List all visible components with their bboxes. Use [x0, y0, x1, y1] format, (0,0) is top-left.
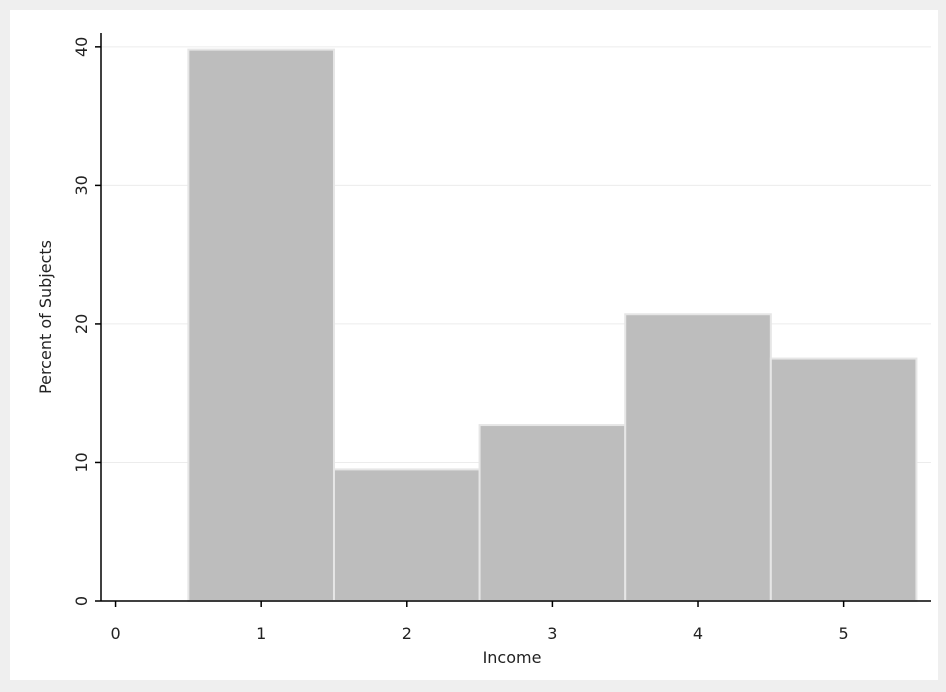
y-tick-label-40: 40 — [72, 37, 91, 57]
y-tick-label-0: 0 — [72, 596, 91, 606]
x-tick-label-0: 0 — [110, 624, 120, 643]
x-tick-label-4: 4 — [693, 624, 703, 643]
y-tick-label-10: 10 — [72, 452, 91, 472]
x-tick-label-3: 3 — [547, 624, 557, 643]
y-ticks: 0 10 20 30 40 — [72, 37, 101, 606]
bar-4 — [624, 313, 772, 602]
y-tick-label-20: 20 — [72, 314, 91, 334]
x-ticks: 0 1 2 3 4 5 — [110, 601, 849, 643]
x-tick-label-1: 1 — [256, 624, 266, 643]
bar-5 — [769, 357, 918, 602]
bar-1 — [187, 48, 335, 602]
y-tick-label-30: 30 — [72, 175, 91, 195]
bar-3 — [478, 424, 627, 602]
y-axis-title: Percent of Subjects — [36, 240, 55, 394]
x-axis-title: Income — [483, 648, 542, 667]
bar-2 — [332, 468, 481, 603]
x-tick-label-5: 5 — [839, 624, 849, 643]
x-tick-label-2: 2 — [402, 624, 412, 643]
